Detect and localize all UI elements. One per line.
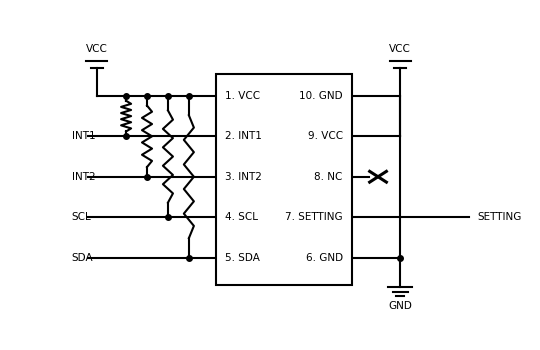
Text: VCC: VCC xyxy=(389,44,411,54)
Text: 7. SETTING: 7. SETTING xyxy=(285,212,343,222)
Text: 2. INT1: 2. INT1 xyxy=(225,131,262,141)
Text: 1. VCC: 1. VCC xyxy=(225,91,260,101)
Text: 6. GND: 6. GND xyxy=(306,253,343,262)
Text: GND: GND xyxy=(388,301,412,311)
Text: VCC: VCC xyxy=(86,44,108,54)
Text: 8. NC: 8. NC xyxy=(314,172,343,182)
Text: SCL: SCL xyxy=(72,212,91,222)
Text: SDA: SDA xyxy=(72,253,93,262)
Text: 9. VCC: 9. VCC xyxy=(308,131,343,141)
Text: 4. SCL: 4. SCL xyxy=(225,212,258,222)
Text: SETTING: SETTING xyxy=(478,212,522,222)
Text: 10. GND: 10. GND xyxy=(299,91,343,101)
Text: 5. SDA: 5. SDA xyxy=(225,253,260,262)
Text: INT1: INT1 xyxy=(72,131,96,141)
Bar xyxy=(216,74,352,285)
Text: 3. INT2: 3. INT2 xyxy=(225,172,262,182)
Text: INT2: INT2 xyxy=(72,172,96,182)
